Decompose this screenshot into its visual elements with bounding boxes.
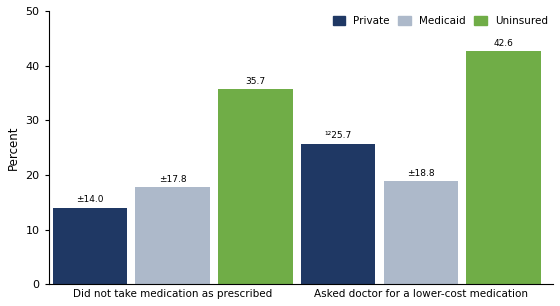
Bar [218,89,292,284]
Text: ±17.8: ±17.8 [159,175,186,184]
Text: ¹²25.7: ¹²25.7 [324,132,352,140]
Text: ±18.8: ±18.8 [407,169,435,178]
Text: 42.6: 42.6 [493,39,514,48]
Bar [53,208,127,284]
Bar [301,144,375,284]
Y-axis label: Percent: Percent [7,125,20,170]
Text: ±14.0: ±14.0 [76,196,104,204]
Bar [136,187,210,284]
Bar [466,51,540,284]
Bar [384,181,458,284]
Legend: Private, Medicaid, Uninsured: Private, Medicaid, Uninsured [333,16,548,26]
Text: 35.7: 35.7 [245,77,265,86]
